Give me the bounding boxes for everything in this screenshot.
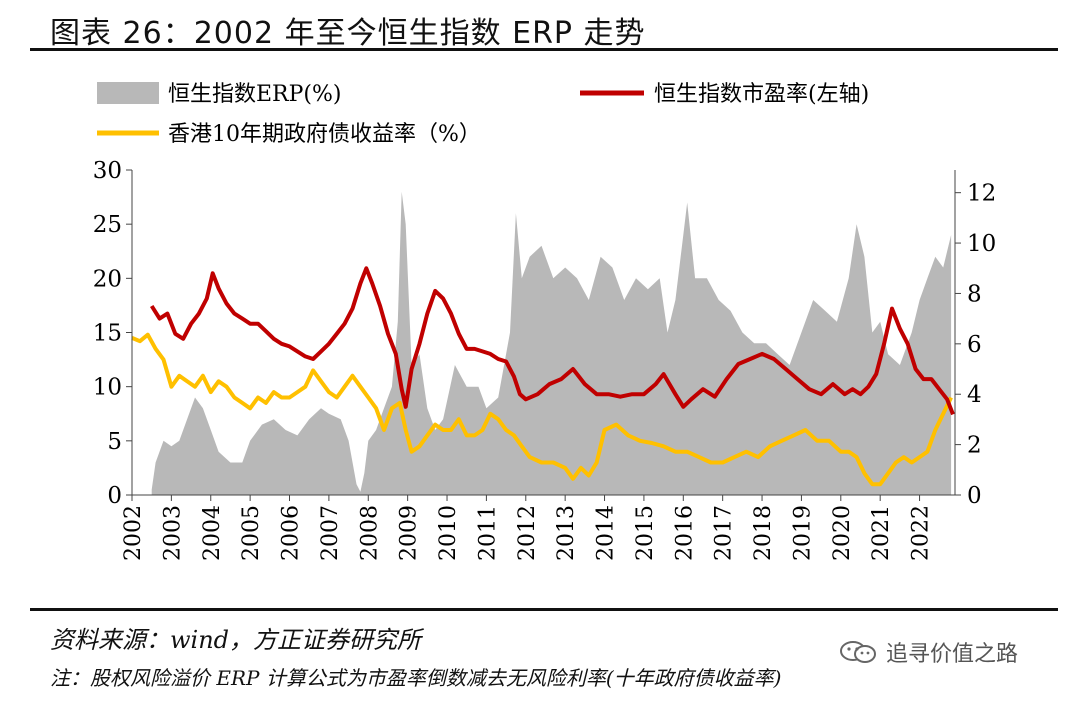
left-tick-label: 0: [107, 483, 122, 509]
x-tick-label: 2017: [712, 505, 737, 561]
legend-label-pe: 恒生指数市盈率(左轴): [654, 82, 869, 107]
left-tick-label: 10: [93, 375, 122, 401]
x-tick-label: 2006: [279, 505, 304, 561]
x-tick-label: 2010: [436, 505, 461, 561]
x-tick-label: 2015: [633, 505, 658, 561]
bond-yield-line: [131, 332, 953, 487]
left-tick-label: 15: [93, 321, 122, 347]
wechat-icon: [840, 641, 876, 663]
x-tick-label: 2005: [239, 505, 264, 561]
footer-rule: [30, 608, 1058, 611]
x-tick-label: 2021: [869, 505, 894, 561]
watermark: 追寻价值之路: [838, 636, 1018, 668]
source-text: 资料来源：wind，方正证券研究所: [50, 626, 422, 654]
left-tick-label: 20: [93, 266, 122, 292]
right-tick-label: 4: [967, 382, 982, 408]
right-tick-label: 10: [967, 231, 996, 257]
right-tick-label: 6: [967, 332, 982, 358]
legend-label-bond: 香港10年期政府债收益率（%）: [168, 122, 481, 147]
x-tick-label: 2008: [357, 505, 382, 561]
x-tick-label: 2020: [830, 505, 855, 561]
erp-area: [151, 191, 952, 495]
erp-chart: 恒生指数ERP(%) 恒生指数市盈率(左轴) 香港10年期政府债收益率（%） 0…: [93, 82, 997, 561]
left-tick-label: 5: [107, 429, 122, 455]
right-tick-label: 2: [967, 433, 982, 459]
right-tick-label: 12: [967, 181, 996, 207]
watermark-text: 追寻价值之路: [886, 642, 1019, 667]
x-tick-label: 2002: [121, 505, 146, 561]
x-tick-label: 2007: [318, 505, 343, 561]
right-tick-label: 0: [967, 483, 982, 509]
pe-ratio-line: [150, 266, 955, 416]
x-tick-label: 2014: [594, 505, 619, 561]
left-tick-label: 25: [93, 212, 122, 238]
x-tick-label: 2003: [160, 505, 185, 561]
plot-area: 0 5 10 15 20 25 30 0 2 4 6 8 10 12 2002 2003 2004 2005 200…: [93, 158, 997, 561]
legend-swatch-erp: [97, 82, 159, 104]
x-tick-label: 2012: [515, 505, 540, 561]
x-tick-label: 2018: [751, 505, 776, 561]
x-tick-label: 2013: [554, 505, 579, 561]
note-text: 注：股权风险溢价 ERP 计算公式为市盈率倒数减去无风险利率(十年政府债收益率): [50, 666, 782, 690]
x-tick-label: 2004: [200, 505, 225, 561]
x-tick-label: 2022: [909, 505, 934, 561]
legend: 恒生指数ERP(%) 恒生指数市盈率(左轴) 香港10年期政府债收益率（%）: [97, 82, 869, 147]
title-rule: [30, 48, 1058, 51]
x-tick-label: 2011: [475, 505, 500, 561]
right-tick-label: 8: [967, 281, 982, 307]
x-tick-label: 2016: [672, 505, 697, 561]
x-tick-label: 2009: [397, 505, 422, 561]
legend-label-erp: 恒生指数ERP(%): [168, 82, 342, 107]
x-tick-label: 2019: [790, 505, 815, 561]
left-tick-label: 30: [93, 158, 122, 184]
page-title: 图表 26：2002 年至今恒生指数 ERP 走势: [50, 16, 646, 51]
